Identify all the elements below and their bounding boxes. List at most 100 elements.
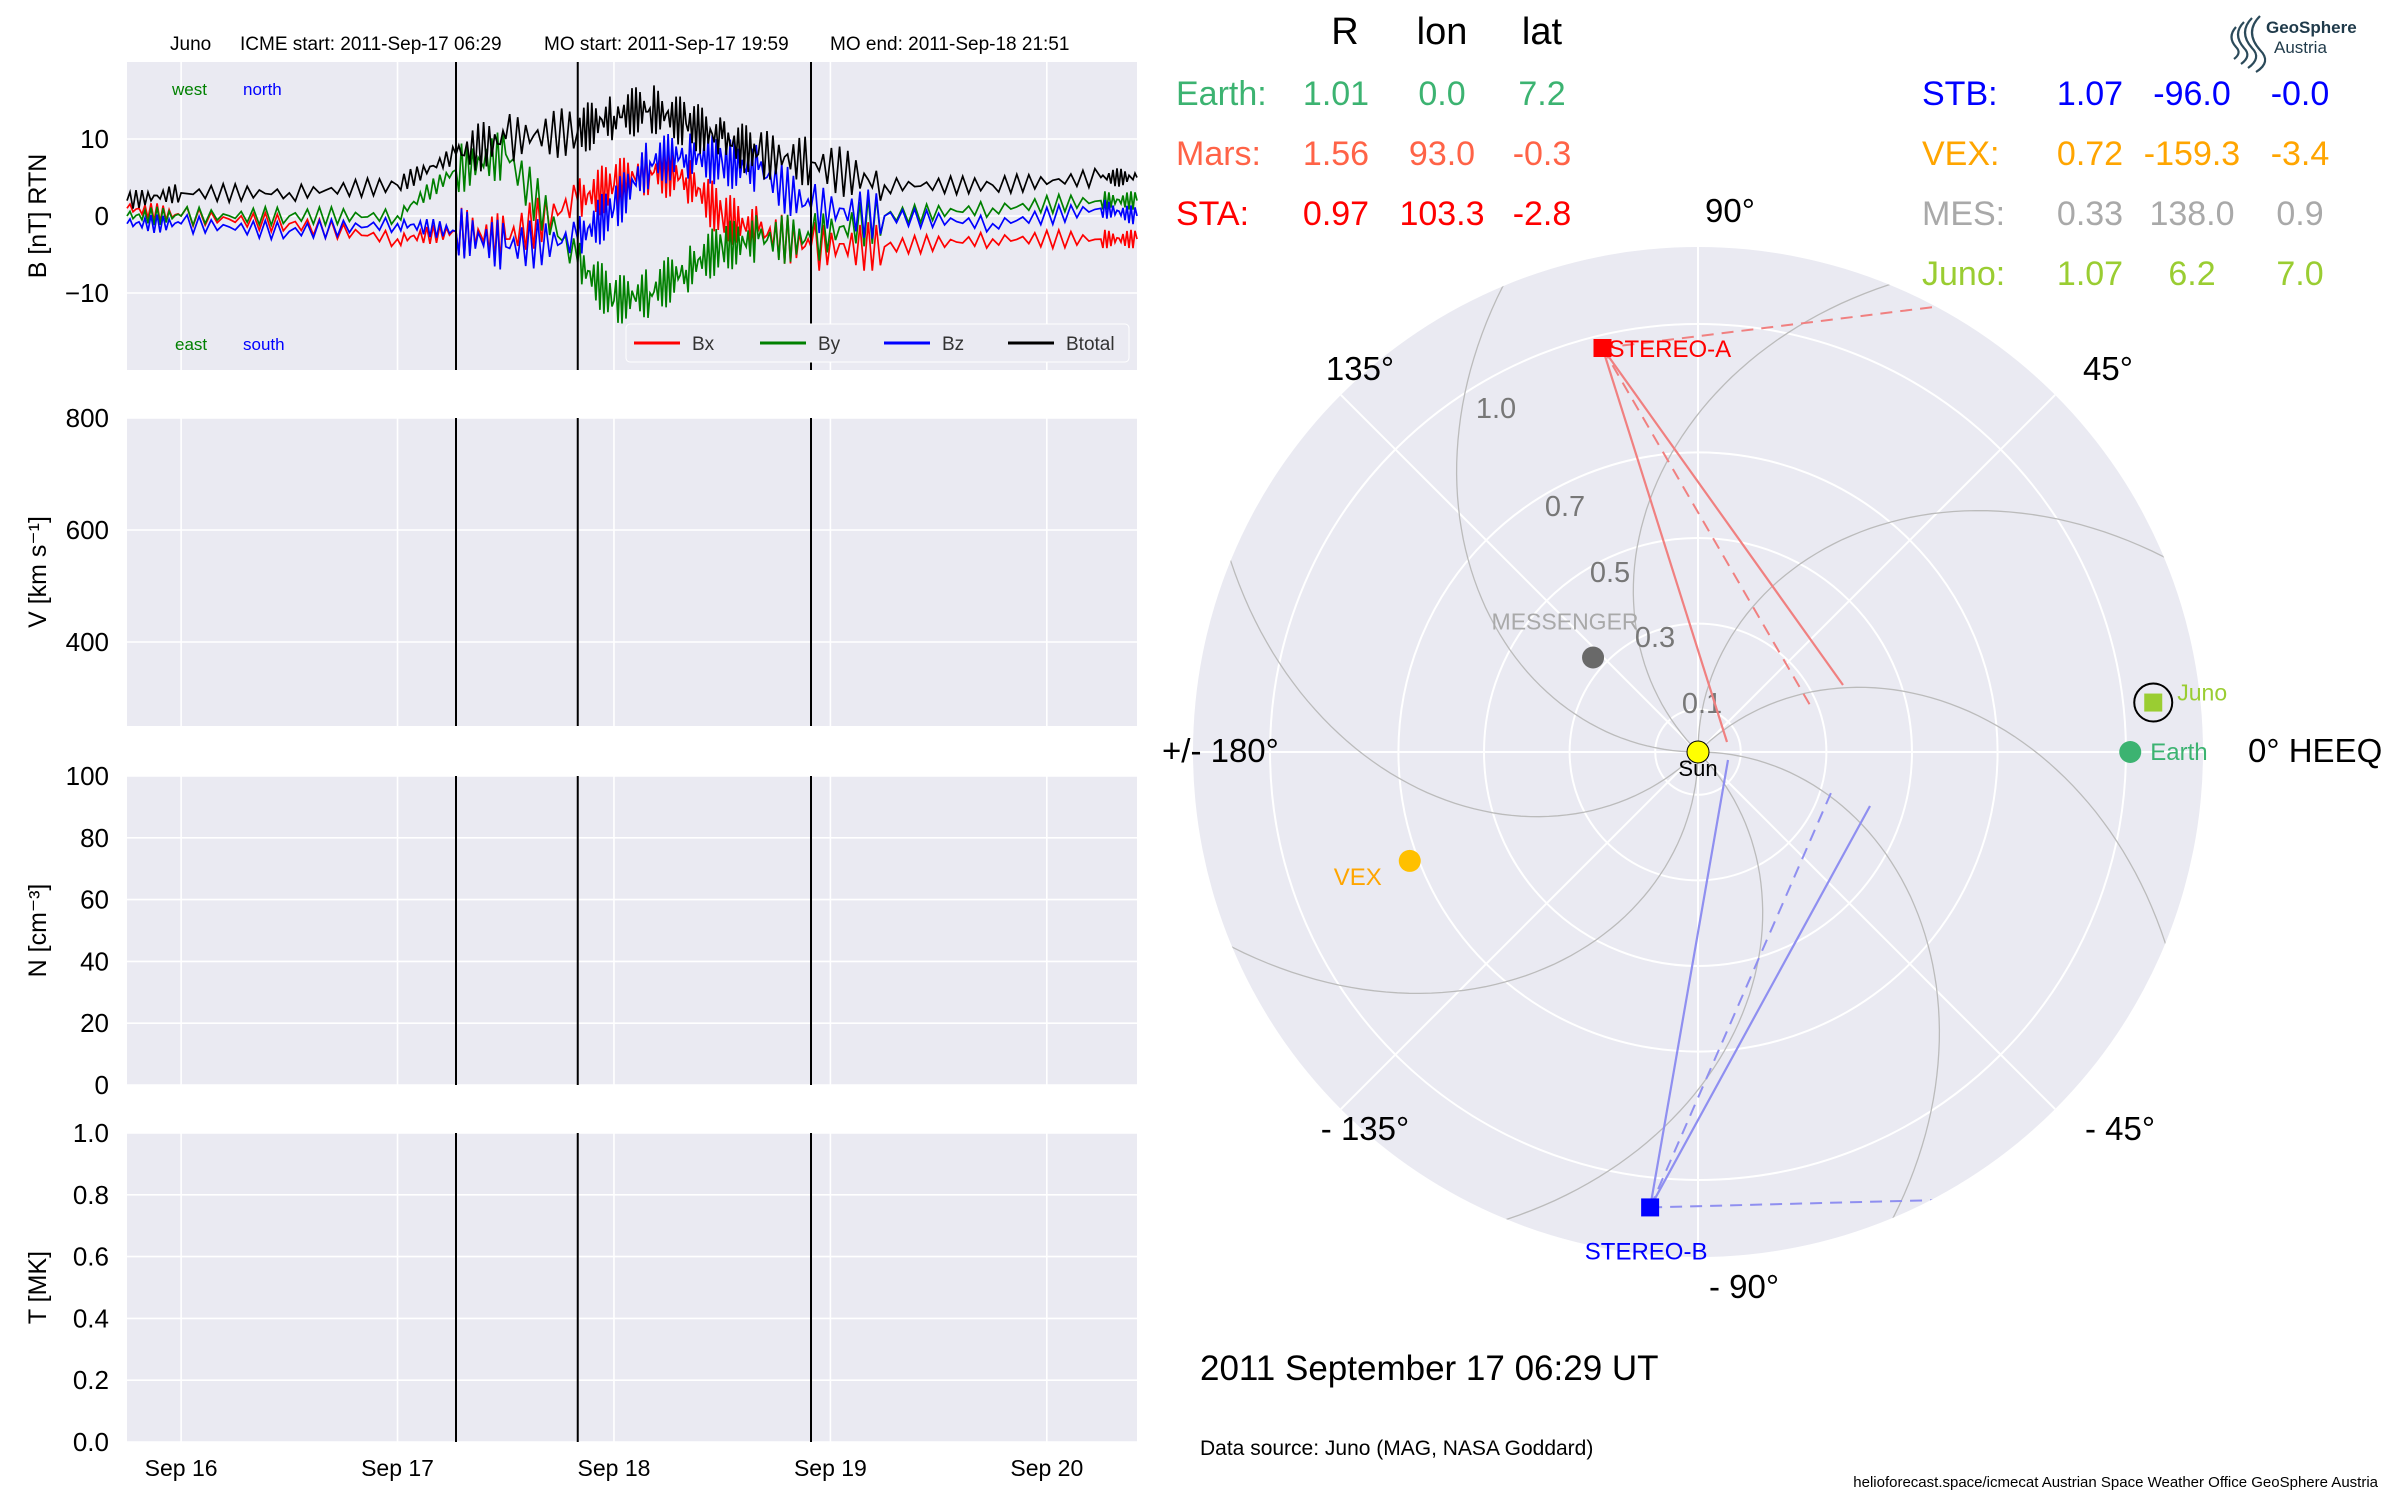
angle-label: 90° [1705, 192, 1755, 229]
table-header: lat [1522, 11, 1563, 53]
body-vex-marker [1398, 849, 1421, 872]
juno-highlight-ring [2133, 682, 2174, 723]
y-tick-label: 800 [66, 403, 109, 433]
table-lon: 0.0 [1418, 75, 1465, 113]
sta-fov-line [1601, 347, 1844, 686]
x-tick-label: Sep 18 [578, 1455, 651, 1481]
body-stereo-a-marker [1593, 339, 1612, 358]
angular-grid [1340, 751, 1699, 1110]
table-r: 1.07 [2057, 255, 2123, 293]
table-r: 1.07 [2057, 75, 2123, 113]
table-lat: -3.4 [2271, 135, 2330, 173]
radial-tick-label: 0.5 [1590, 557, 1630, 589]
table-name: VEX: [1922, 135, 1999, 173]
legend-label: Bz [942, 334, 964, 355]
table-r: 0.33 [2057, 195, 2123, 233]
table-lat: -2.8 [1513, 195, 1572, 233]
credits-label: helioforecast.space/icmecat Austrian Spa… [1853, 1474, 2378, 1491]
y-tick-label: 0.6 [73, 1242, 109, 1272]
table-lat: 7.2 [1518, 75, 1565, 113]
x-tick-label: Sep 17 [361, 1455, 434, 1481]
table-name: Earth: [1176, 75, 1267, 113]
y-tick-label: 600 [66, 515, 109, 545]
table-lat: -0.3 [1513, 135, 1572, 173]
angle-label: - 45° [2085, 1110, 2155, 1147]
radial-tick-label: 1.0 [1476, 393, 1516, 425]
stb-fov-line [1649, 759, 1730, 1208]
parker-spiral [1697, 509, 2203, 754]
table-lon: 6.2 [2168, 255, 2215, 293]
plot-area [127, 1133, 1137, 1442]
body-earth-marker [2119, 741, 2142, 763]
body-vex-label: VEX [1334, 864, 1382, 891]
data-source-label: Data source: Juno (MAG, NASA Goddard) [1200, 1437, 1593, 1460]
sta-fov-line [1601, 347, 1729, 743]
plot-area [127, 418, 1137, 726]
sta-fov-dashed [1601, 347, 1811, 706]
panel-velocity: 800 600 400 V [km s⁻¹] [24, 403, 1137, 726]
body-sun-label: Sun [1678, 756, 1717, 781]
table-name: Mars: [1176, 135, 1261, 173]
angle-label: 135° [1326, 350, 1394, 387]
y-tick-label: 60 [80, 885, 109, 915]
y-axis-label: B [nT] RTN [24, 154, 52, 279]
table-r: 1.56 [1303, 135, 1369, 173]
icme-start-label: ICME start: 2011-Sep-17 06:29 [240, 34, 502, 55]
stb-fov-dashed [1649, 785, 1835, 1208]
y-tick-label: 0.8 [73, 1180, 109, 1210]
body-juno-marker [2144, 693, 2163, 712]
logo-line2: Austria [2274, 38, 2327, 57]
plot-area [127, 776, 1137, 1085]
annotation-east: east [175, 335, 207, 354]
table-lat: -0.0 [2271, 75, 2330, 113]
body-stereo-a-label: STEREO-A [1609, 336, 1732, 363]
radial-tick-label: 0.3 [1635, 622, 1675, 654]
x-tick-label: Sep 20 [1010, 1455, 1083, 1481]
body-juno-label: Juno [2177, 680, 2227, 706]
y-tick-label: 0.0 [73, 1427, 109, 1457]
y-tick-label: 100 [66, 761, 109, 791]
y-axis-label: V [km s⁻¹] [24, 516, 52, 628]
body-stereo-b-marker [1641, 1198, 1660, 1217]
y-tick-label: −10 [65, 278, 109, 308]
angular-grid [1697, 394, 2056, 753]
y-tick-label: 1.0 [73, 1118, 109, 1148]
panel-density: 100 80 60 40 20 0 N [cm⁻³] [24, 761, 1137, 1100]
y-axis-label: N [cm⁻³] [24, 884, 52, 978]
table-name: STA: [1176, 195, 1249, 233]
mo-start-label: MO start: 2011-Sep-17 19:59 [544, 34, 789, 55]
annotation-north: north [243, 80, 282, 99]
geosphere-logo-icon [2230, 15, 2267, 73]
logo-line1: GeoSphere [2266, 18, 2357, 37]
angle-label: 45° [2083, 350, 2133, 387]
annotation-west: west [171, 80, 207, 99]
y-tick-label: 0 [95, 201, 109, 231]
series-By [126, 132, 1138, 324]
table-lat: 7.0 [2276, 255, 2323, 293]
y-tick-label: 0 [95, 1070, 109, 1100]
table-name: MES: [1922, 195, 2005, 233]
annotation-south: south [243, 335, 285, 354]
angle-label: +/- 180° [1162, 732, 1279, 769]
plot-header: Juno ICME start: 2011-Sep-17 06:29 MO st… [170, 34, 1069, 55]
radial-tick-label: 0.7 [1545, 491, 1585, 523]
panel-magnetic-field: 10 0 −10 B [nT] RTN west north east south Bx By Bz… [24, 62, 1138, 370]
y-tick-label: 400 [66, 627, 109, 657]
legend-label: Btotal [1066, 334, 1115, 355]
geosphere-logo: GeoSphere Austria [2230, 15, 2357, 73]
fov-lines [1601, 304, 1951, 1209]
table-name: Juno: [1922, 255, 2005, 293]
stb-track-dashed [1650, 1199, 1941, 1209]
body-messenger-label: MESSENGER [1492, 608, 1639, 634]
table-r: 0.72 [2057, 135, 2123, 173]
angle-label: 0° HEEQ [2248, 732, 2382, 769]
sta-track-dashed [1602, 304, 1951, 349]
y-tick-label: 0.4 [73, 1303, 109, 1333]
body-messenger-marker [1582, 646, 1605, 669]
angle-label: - 90° [1709, 1268, 1779, 1305]
table-r: 1.01 [1303, 75, 1369, 113]
body-stereo-b-label: STEREO-B [1585, 1238, 1708, 1265]
